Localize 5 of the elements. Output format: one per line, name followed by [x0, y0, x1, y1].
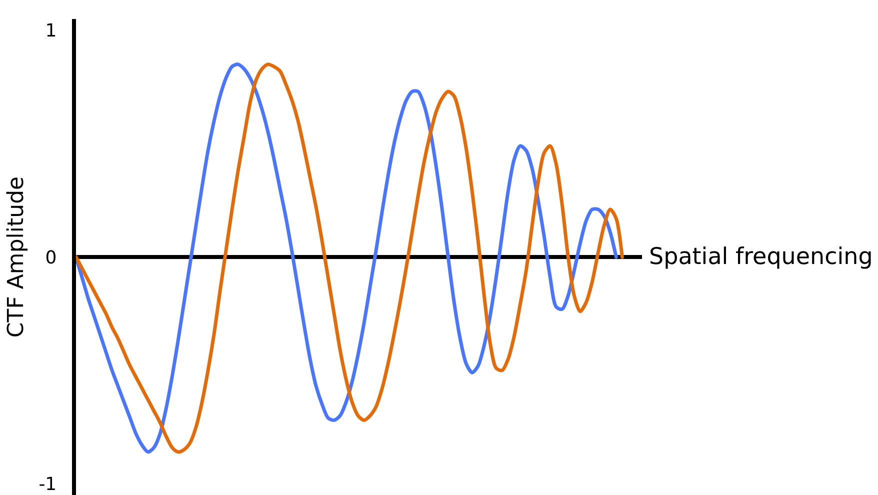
x-axis-title: Spatial frequencing	[649, 244, 873, 270]
y-tick-label: 1	[45, 20, 57, 42]
y-tick-label: -1	[38, 474, 57, 495]
y-axis-title: CTF Amplitude	[4, 176, 29, 338]
y-tick-label: 0	[45, 247, 57, 268]
